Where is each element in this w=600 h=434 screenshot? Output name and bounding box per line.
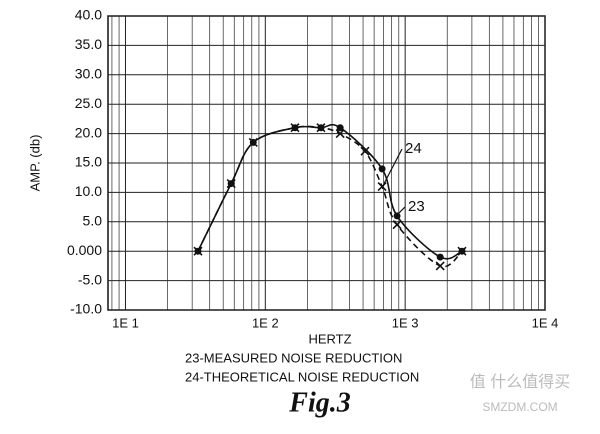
y-tick-label: 10.0 <box>75 183 102 199</box>
x-tick-label: 1E 2 <box>252 315 279 330</box>
y-tick-label: 0.000 <box>67 242 102 258</box>
y-tick-label: 30.0 <box>75 66 102 82</box>
series-line <box>197 123 463 260</box>
point <box>393 212 401 220</box>
x-tick-label: 1E 1 <box>112 315 139 330</box>
annotation: 24 <box>405 140 422 157</box>
y-tick-label: -5.0 <box>78 271 102 287</box>
point <box>193 246 203 256</box>
point <box>336 124 344 132</box>
figure-label: Fig.3 <box>288 387 350 418</box>
point <box>290 123 300 133</box>
y-tick-label: 20.0 <box>75 124 102 140</box>
y-tick-label: -10.0 <box>70 301 102 317</box>
y-axis-label: AMP. (db) <box>27 135 42 192</box>
annotation: 23 <box>408 198 425 215</box>
point <box>226 179 236 189</box>
y-tick-label: 35.0 <box>75 36 102 52</box>
legend-entry: 23-MEASURED NOISE REDUCTION <box>185 350 402 365</box>
point <box>457 246 467 256</box>
point <box>435 261 445 271</box>
point <box>378 165 386 173</box>
watermark: 值 什么值得买 <box>470 373 570 391</box>
series-line <box>197 125 463 268</box>
y-tick-label: 15.0 <box>75 154 102 170</box>
point <box>436 253 444 261</box>
point <box>377 181 387 192</box>
point <box>392 220 402 230</box>
point <box>316 123 326 133</box>
point <box>360 146 370 156</box>
legend-entry: 24-THEORETICAL NOISE REDUCTION <box>185 369 419 384</box>
x-tick-label: 1E 3 <box>392 315 419 330</box>
x-axis-label: HERTZ <box>308 331 351 346</box>
y-tick-label: 5.0 <box>83 213 103 229</box>
point <box>335 129 345 139</box>
annotation-leader <box>398 206 406 214</box>
point <box>248 137 258 147</box>
x-tick-label: 1E 4 <box>532 315 559 330</box>
y-tick-label: 40.0 <box>75 7 102 23</box>
y-tick-label: 25.0 <box>75 95 102 111</box>
annotation-leader <box>383 148 403 184</box>
watermark: SMZDM.COM <box>482 400 557 414</box>
